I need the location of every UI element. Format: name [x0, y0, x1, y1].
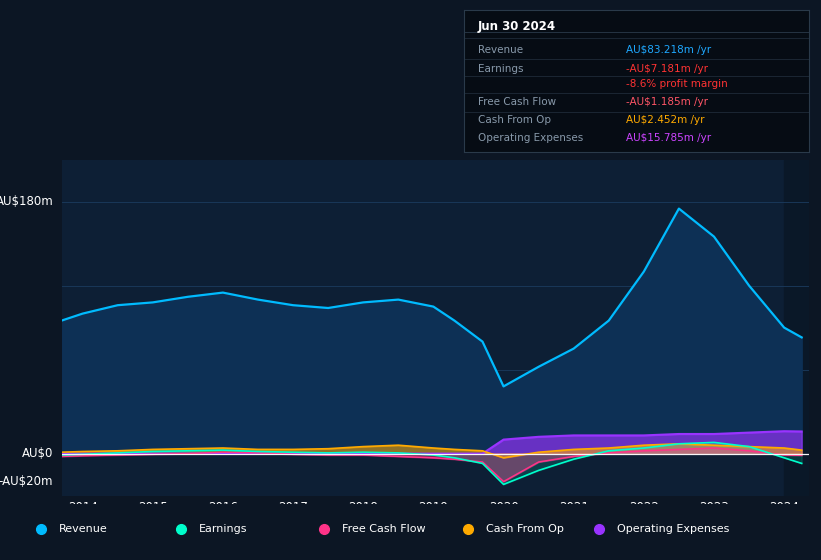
Text: Free Cash Flow: Free Cash Flow [342, 524, 426, 534]
Text: Revenue: Revenue [59, 524, 108, 534]
Text: Operating Expenses: Operating Expenses [617, 524, 730, 534]
Text: -AU$1.185m /yr: -AU$1.185m /yr [626, 97, 708, 106]
Text: Earnings: Earnings [199, 524, 247, 534]
Text: AU$15.785m /yr: AU$15.785m /yr [626, 133, 711, 143]
Text: AU$180m: AU$180m [0, 195, 53, 208]
Text: Cash From Op: Cash From Op [478, 115, 551, 125]
Text: Free Cash Flow: Free Cash Flow [478, 97, 556, 106]
Text: Operating Expenses: Operating Expenses [478, 133, 583, 143]
Text: Cash From Op: Cash From Op [486, 524, 564, 534]
Text: AU$2.452m /yr: AU$2.452m /yr [626, 115, 704, 125]
Bar [784, 160, 809, 496]
Text: Earnings: Earnings [478, 64, 523, 74]
Text: Jun 30 2024: Jun 30 2024 [478, 20, 556, 32]
Text: -AU$7.181m /yr: -AU$7.181m /yr [626, 64, 708, 74]
Text: AU$0: AU$0 [22, 447, 53, 460]
Text: Revenue: Revenue [478, 44, 523, 54]
Text: -AU$20m: -AU$20m [0, 475, 53, 488]
Text: -8.6% profit margin: -8.6% profit margin [626, 80, 727, 90]
Text: AU$83.218m /yr: AU$83.218m /yr [626, 44, 711, 54]
